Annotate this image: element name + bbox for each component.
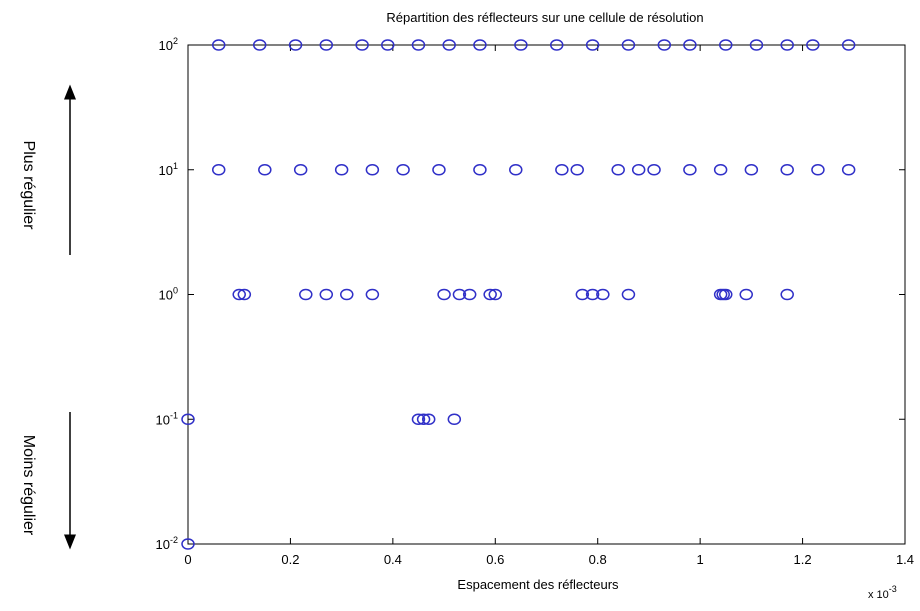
point	[211, 39, 226, 51]
point	[621, 39, 636, 51]
point	[237, 288, 252, 301]
x-tick-label: 1	[697, 552, 704, 567]
point	[181, 538, 195, 550]
point	[396, 164, 410, 176]
point	[447, 413, 462, 425]
point	[716, 288, 730, 301]
point	[585, 39, 600, 51]
point	[575, 288, 590, 301]
point	[749, 39, 764, 51]
point	[780, 164, 794, 176]
x-tick-label: 0.2	[281, 552, 299, 567]
point	[416, 413, 431, 425]
plot-frame	[187, 44, 906, 545]
point	[657, 39, 672, 51]
x-multiplier: x 10-3	[868, 584, 897, 601]
point	[437, 288, 451, 301]
point	[432, 164, 446, 176]
y-tick-label: 100	[159, 286, 178, 303]
point	[719, 39, 733, 51]
x-tick-label: 0.4	[384, 552, 402, 567]
point	[319, 288, 334, 301]
point	[811, 164, 825, 176]
point	[713, 164, 728, 176]
point	[621, 288, 636, 301]
point	[596, 288, 610, 301]
side-label: Plus régulier	[20, 141, 37, 231]
point	[744, 164, 759, 176]
point	[719, 288, 733, 301]
y-tick-base: 10	[159, 288, 173, 303]
point	[293, 164, 308, 176]
point	[739, 288, 753, 301]
point	[683, 164, 697, 176]
point	[452, 288, 467, 301]
point	[252, 39, 267, 51]
point	[365, 288, 380, 301]
point	[841, 39, 856, 51]
point	[611, 164, 625, 176]
y-tick-label: 10-1	[156, 410, 178, 427]
point	[509, 164, 523, 176]
x-tick-label: 0.6	[486, 552, 504, 567]
point	[549, 39, 564, 51]
point	[288, 39, 303, 51]
point	[462, 288, 477, 301]
side-label: Moins régulier	[20, 435, 37, 536]
point	[483, 288, 497, 301]
x-tick-label: 1.2	[794, 552, 812, 567]
point	[211, 164, 226, 176]
point	[780, 39, 794, 51]
point	[631, 164, 646, 176]
x-axis-label: Espacement des réflecteurs	[457, 577, 619, 592]
point	[683, 39, 697, 51]
point	[488, 288, 503, 301]
point	[442, 39, 456, 51]
y-tick-exponent: 2	[173, 36, 178, 46]
y-tick-base: 10	[159, 163, 173, 178]
point	[806, 39, 820, 51]
y-tick-base: 10	[159, 38, 173, 53]
point	[841, 164, 856, 176]
point	[380, 39, 395, 51]
y-tick-label: 101	[159, 161, 178, 178]
x-tick-label: 1.4	[896, 552, 914, 567]
y-tick-exponent: 0	[173, 286, 178, 296]
point	[232, 288, 246, 301]
point	[514, 39, 528, 51]
point	[181, 413, 195, 425]
y-tick-exponent: -1	[170, 410, 178, 420]
x-tick-label: 0.8	[589, 552, 607, 567]
point	[319, 39, 334, 51]
point	[411, 39, 426, 51]
point	[647, 164, 661, 176]
point	[585, 288, 600, 301]
y-tick-exponent: -2	[170, 535, 178, 545]
chart-title: Répartition des réflecteurs sur une cell…	[386, 10, 703, 25]
y-tick-base: 10	[156, 412, 170, 427]
point	[334, 164, 349, 176]
point	[299, 288, 313, 301]
y-tick-base: 10	[156, 537, 170, 552]
point	[780, 288, 794, 301]
point	[258, 164, 272, 176]
point	[555, 164, 569, 176]
point	[365, 164, 380, 176]
point	[473, 164, 487, 176]
point	[340, 288, 354, 301]
y-tick-label: 102	[159, 36, 178, 53]
y-tick-exponent: 1	[173, 161, 178, 171]
point	[411, 413, 426, 425]
y-tick-label: 10-2	[156, 535, 178, 552]
point	[473, 39, 487, 51]
point	[355, 39, 369, 51]
point	[570, 164, 584, 176]
point	[421, 413, 436, 425]
x-tick-label: 0	[184, 552, 191, 567]
